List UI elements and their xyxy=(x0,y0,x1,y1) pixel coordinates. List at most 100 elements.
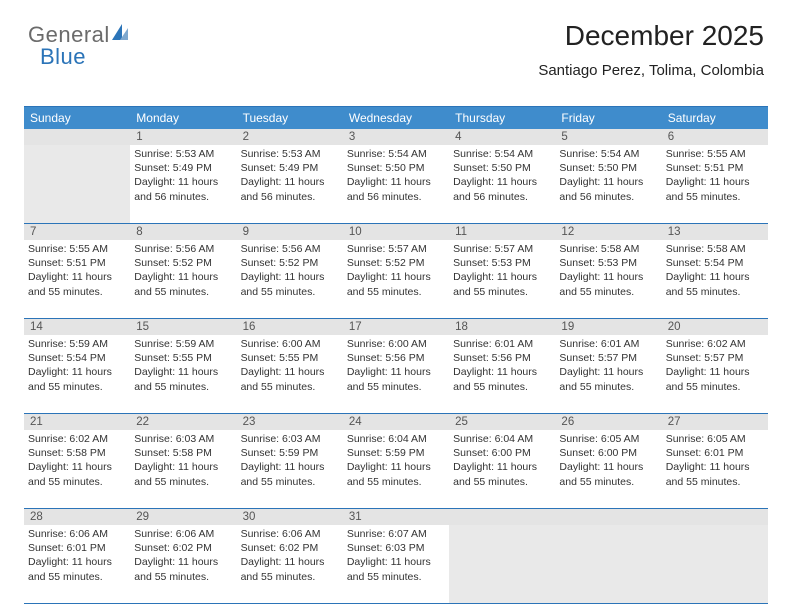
sunrise-text: Sunrise: 5:57 AM xyxy=(453,242,551,256)
sunrise-text: Sunrise: 5:57 AM xyxy=(347,242,445,256)
sunrise-text: Sunrise: 6:01 AM xyxy=(559,337,657,351)
day-number: 23 xyxy=(237,414,343,430)
sunrise-text: Sunrise: 5:53 AM xyxy=(241,147,339,161)
sunrise-text: Sunrise: 5:58 AM xyxy=(666,242,764,256)
daylight-text: Daylight: 11 hours and 55 minutes. xyxy=(347,460,445,488)
sunrise-text: Sunrise: 5:59 AM xyxy=(134,337,232,351)
day-cell: Sunrise: 5:58 AMSunset: 5:53 PMDaylight:… xyxy=(555,240,661,318)
sunset-text: Sunset: 5:57 PM xyxy=(559,351,657,365)
sunset-text: Sunset: 5:52 PM xyxy=(134,256,232,270)
daylight-text: Daylight: 11 hours and 55 minutes. xyxy=(134,270,232,298)
sunrise-text: Sunrise: 6:03 AM xyxy=(241,432,339,446)
day-number: 14 xyxy=(24,319,130,335)
day-number: 19 xyxy=(555,319,661,335)
sunset-text: Sunset: 5:56 PM xyxy=(453,351,551,365)
daylight-text: Daylight: 11 hours and 55 minutes. xyxy=(453,270,551,298)
daylight-text: Daylight: 11 hours and 55 minutes. xyxy=(28,555,126,583)
daynum-row: 28293031 xyxy=(24,509,768,525)
day-header: Tuesday xyxy=(237,107,343,129)
day-cell: Sunrise: 6:01 AMSunset: 5:56 PMDaylight:… xyxy=(449,335,555,413)
sunrise-text: Sunrise: 6:06 AM xyxy=(134,527,232,541)
location-text: Santiago Perez, Tolima, Colombia xyxy=(538,62,764,79)
day-number xyxy=(662,509,768,525)
sunset-text: Sunset: 5:49 PM xyxy=(241,161,339,175)
day-cell: Sunrise: 6:04 AMSunset: 6:00 PMDaylight:… xyxy=(449,430,555,508)
logo-sub: Blue xyxy=(40,44,86,70)
daylight-text: Daylight: 11 hours and 55 minutes. xyxy=(241,460,339,488)
daynum-row: 78910111213 xyxy=(24,224,768,240)
day-header: Thursday xyxy=(449,107,555,129)
daylight-text: Daylight: 11 hours and 55 minutes. xyxy=(134,460,232,488)
day-number: 2 xyxy=(237,129,343,145)
sunrise-text: Sunrise: 5:54 AM xyxy=(347,147,445,161)
day-cell: Sunrise: 6:03 AMSunset: 5:58 PMDaylight:… xyxy=(130,430,236,508)
sunrise-text: Sunrise: 6:06 AM xyxy=(28,527,126,541)
sunset-text: Sunset: 5:50 PM xyxy=(453,161,551,175)
sunset-text: Sunset: 5:59 PM xyxy=(347,446,445,460)
sunrise-text: Sunrise: 5:55 AM xyxy=(666,147,764,161)
day-cell: Sunrise: 6:05 AMSunset: 6:00 PMDaylight:… xyxy=(555,430,661,508)
day-cell: Sunrise: 5:58 AMSunset: 5:54 PMDaylight:… xyxy=(662,240,768,318)
day-number: 16 xyxy=(237,319,343,335)
sunrise-text: Sunrise: 6:03 AM xyxy=(134,432,232,446)
sunset-text: Sunset: 5:50 PM xyxy=(347,161,445,175)
sunset-text: Sunset: 5:54 PM xyxy=(28,351,126,365)
day-header: Monday xyxy=(130,107,236,129)
daylight-text: Daylight: 11 hours and 55 minutes. xyxy=(559,365,657,393)
sunrise-text: Sunrise: 6:05 AM xyxy=(559,432,657,446)
day-number: 11 xyxy=(449,224,555,240)
day-number xyxy=(24,129,130,145)
week-row: Sunrise: 6:02 AMSunset: 5:58 PM Daylight:… xyxy=(24,430,768,509)
day-cell: Sunrise: 5:53 AMSunset: 5:49 PMDaylight:… xyxy=(130,145,236,223)
daylight-text: Daylight: 11 hours and 55 minutes. xyxy=(666,175,764,203)
day-header: Wednesday xyxy=(343,107,449,129)
sunrise-text: Sunrise: 5:54 AM xyxy=(453,147,551,161)
day-number: 22 xyxy=(130,414,236,430)
sunrise-text: Sunrise: 6:02 AM xyxy=(666,337,764,351)
sunrise-text: Sunrise: 6:01 AM xyxy=(453,337,551,351)
day-number: 9 xyxy=(237,224,343,240)
day-cell: Sunrise: 5:59 AMSunset: 5:55 PMDaylight:… xyxy=(130,335,236,413)
daylight-text: Daylight: 11 hours and 55 minutes. xyxy=(666,270,764,298)
sunset-text: Sunset: 5:49 PM xyxy=(134,161,232,175)
day-cell: Sunrise: 6:06 AMSunset: 6:02 PMDaylight:… xyxy=(130,525,236,603)
sunset-text: Sunset: 5:58 PM xyxy=(28,446,126,460)
day-number: 6 xyxy=(662,129,768,145)
day-header: Friday xyxy=(555,107,661,129)
daylight-text: Daylight: 11 hours and 55 minutes. xyxy=(666,460,764,488)
day-number: 3 xyxy=(343,129,449,145)
day-cell: Sunrise: 5:53 AMSunset: 5:49 PMDaylight:… xyxy=(237,145,343,223)
sunrise-text: Sunrise: 5:56 AM xyxy=(134,242,232,256)
day-number: 31 xyxy=(343,509,449,525)
sunrise-text: Sunrise: 6:00 AM xyxy=(347,337,445,351)
day-cell xyxy=(24,145,130,223)
daylight-text: Daylight: 11 hours and 55 minutes. xyxy=(28,270,126,298)
day-number xyxy=(555,509,661,525)
month-title: December 2025 xyxy=(538,20,764,52)
sunrise-text: Sunrise: 6:02 AM xyxy=(28,432,126,446)
sunset-text: Sunset: 6:00 PM xyxy=(453,446,551,460)
sunrise-text: Sunrise: 6:04 AM xyxy=(453,432,551,446)
day-cell: Sunrise: 6:01 AMSunset: 5:57 PMDaylight:… xyxy=(555,335,661,413)
week-row: Sunrise: 5:55 AMSunset: 5:51 PMDaylight:… xyxy=(24,240,768,319)
daylight-text: Daylight: 11 hours and 55 minutes. xyxy=(241,555,339,583)
sunset-text: Sunset: 5:55 PM xyxy=(134,351,232,365)
daylight-text: Daylight: 11 hours and 56 minutes. xyxy=(134,175,232,203)
day-number: 17 xyxy=(343,319,449,335)
day-cell: Sunrise: 5:59 AMSunset: 5:54 PMDaylight:… xyxy=(24,335,130,413)
day-cell: Sunrise: 6:00 AMSunset: 5:56 PMDaylight:… xyxy=(343,335,449,413)
sunset-text: Sunset: 5:53 PM xyxy=(559,256,657,270)
week-row: Sunrise: 6:06 AMSunset: 6:01 PMDaylight:… xyxy=(24,525,768,604)
sunrise-text: Sunrise: 5:54 AM xyxy=(559,147,657,161)
day-cell: Sunrise: 6:02 AMSunset: 5:57 PMDaylight:… xyxy=(662,335,768,413)
day-number: 29 xyxy=(130,509,236,525)
day-number: 26 xyxy=(555,414,661,430)
day-number xyxy=(449,509,555,525)
sunrise-text: Sunrise: 5:53 AM xyxy=(134,147,232,161)
daylight-text: Daylight: 11 hours and 55 minutes. xyxy=(559,270,657,298)
day-number: 4 xyxy=(449,129,555,145)
daynum-row: 14151617181920 xyxy=(24,319,768,335)
daylight-text: Daylight: 11 hours and 56 minutes. xyxy=(347,175,445,203)
daylight-text: Daylight: 11 hours and 55 minutes. xyxy=(347,365,445,393)
sunrise-text: Sunrise: 5:56 AM xyxy=(241,242,339,256)
